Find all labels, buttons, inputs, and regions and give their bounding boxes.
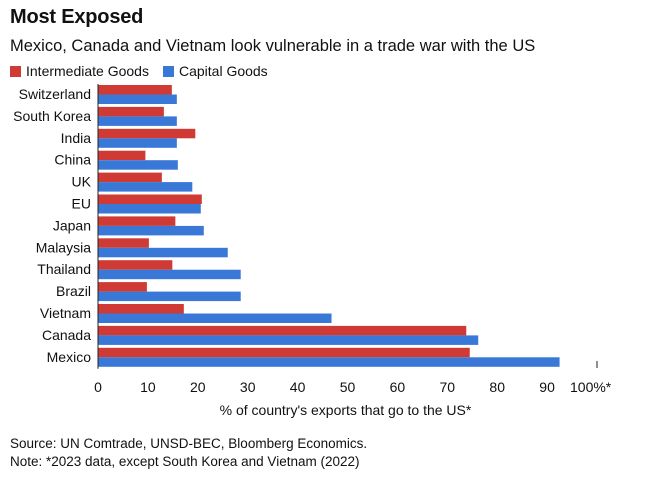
x-tick-label-80: 80 (489, 379, 505, 395)
chart-subtitle: Mexico, Canada and Vietnam look vulnerab… (10, 37, 536, 55)
bar-brazil-capital-goods (98, 291, 241, 302)
legend-item-intermediate-goods: Intermediate Goods (10, 63, 149, 79)
category-label-brazil: Brazil (56, 283, 91, 299)
x-axis-title: % of country's exports that go to the US… (219, 402, 472, 418)
legend-label-capital-goods: Capital Goods (178, 63, 268, 79)
category-label-thailand: Thailand (37, 261, 91, 277)
x-tick-label-90: 90 (539, 379, 555, 395)
category-label-india: India (61, 130, 92, 146)
x-tick-label-50: 50 (340, 379, 356, 395)
bar-brazil-intermediate-goods (98, 282, 147, 292)
x-tick-label-20: 20 (190, 379, 206, 395)
bar-switzerland-capital-goods (98, 94, 177, 104)
category-label-china: China (54, 152, 91, 168)
category-label-canada: Canada (42, 327, 91, 343)
x-tick-label-10: 10 (140, 379, 156, 395)
x-tick-label-60: 60 (390, 379, 406, 395)
bar-vietnam-intermediate-goods (98, 304, 184, 314)
bar-malaysia-capital-goods (98, 247, 228, 258)
bar-south-korea-capital-goods (98, 116, 177, 126)
source-note: Source: UN Comtrade, UNSD-BEC, Bloomberg… (10, 436, 368, 451)
bar-thailand-capital-goods (98, 269, 241, 280)
bar-switzerland-intermediate-goods (98, 85, 172, 95)
bar-japan-capital-goods (98, 225, 204, 236)
bar-eu-capital-goods (98, 204, 201, 214)
bar-canada-capital-goods (98, 335, 479, 345)
legend-swatch-intermediate-goods (10, 65, 21, 77)
legend-item-capital-goods: Capital Goods (162, 63, 268, 79)
x-tick-label-40: 40 (290, 379, 306, 395)
bar-thailand-intermediate-goods (98, 260, 173, 270)
legend: Intermediate Goods Capital Goods (10, 63, 282, 79)
x-tick-label-30: 30 (240, 379, 256, 395)
category-label-switzerland: Switzerland (19, 86, 91, 102)
bar-india-intermediate-goods (98, 128, 196, 139)
bar-china-capital-goods (98, 160, 178, 170)
footnote: Note: *2023 data, except South Korea and… (10, 454, 360, 469)
bar-japan-intermediate-goods (98, 216, 176, 226)
bar-vietnam-capital-goods (98, 313, 332, 323)
category-label-mexico: Mexico (47, 349, 92, 365)
bar-india-capital-goods (98, 138, 177, 148)
category-label-japan: Japan (53, 217, 91, 233)
bar-canada-intermediate-goods (98, 325, 467, 336)
category-label-vietnam: Vietnam (40, 305, 91, 321)
bar-south-korea-intermediate-goods (98, 106, 164, 117)
category-label-malaysia: Malaysia (36, 239, 91, 255)
category-label-eu: EU (72, 196, 91, 212)
legend-label-intermediate-goods: Intermediate Goods (26, 63, 149, 79)
x-tick-label-70: 70 (440, 379, 456, 395)
x-tick-label-100: 100%* (570, 379, 612, 395)
bar-mexico-intermediate-goods (98, 347, 470, 358)
legend-swatch-capital-goods (162, 65, 174, 77)
category-label-south-korea: South Korea (13, 108, 91, 124)
bar-uk-intermediate-goods (98, 172, 162, 183)
bar-mexico-capital-goods (98, 357, 560, 367)
bar-china-intermediate-goods (98, 150, 146, 161)
bar-eu-intermediate-goods (98, 194, 202, 204)
bar-malaysia-intermediate-goods (98, 238, 149, 248)
chart-title: Most Exposed (10, 6, 144, 28)
bar-uk-capital-goods (98, 182, 193, 192)
x-tick-label-0: 0 (94, 379, 102, 395)
category-label-uk: UK (72, 174, 92, 190)
